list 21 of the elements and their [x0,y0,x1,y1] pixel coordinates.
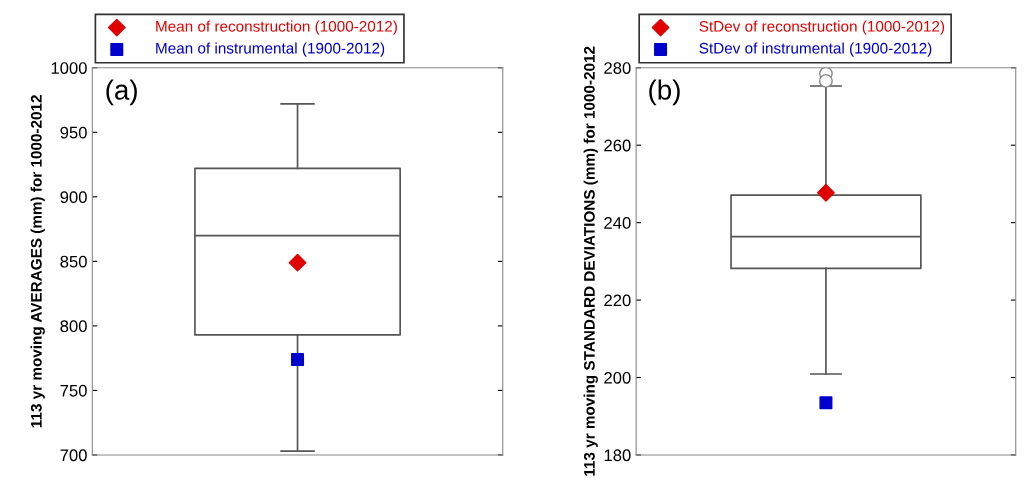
y-tick-label: 240 [604,217,631,229]
y-tick-label: 900 [60,191,87,204]
y-tick-label: 700 [60,449,87,462]
y-axis-title: 113 yr moving AVERAGES (mm) for 1000-2012 [30,95,45,428]
y-tick-label: 220 [604,294,631,307]
y-tick-label: 950 [60,126,87,139]
y-tick-label: 180 [604,449,631,462]
y-tick-label: 200 [604,371,631,384]
y-tick-label: 280 [604,62,631,74]
legend-label: Mean of reconstruction (1000-2012) [156,20,397,35]
annotation: (a) [106,79,137,106]
y-tick-label: 800 [60,320,87,333]
y-tick-label: 1000 [51,62,87,74]
y-tick-label: 750 [60,384,87,397]
annotation: (b) [649,79,680,106]
legend-label: StDev of reconstruction (1000-2012) [699,20,945,35]
legend-label: StDev of instrumental (1900-2012) [699,42,932,57]
y-tick-label: 260 [604,139,631,152]
y-axis-title: 113 yr moving STANDARD DEVIATIONS (mm) for 1000-2012 [583,46,598,476]
y-tick-label: 850 [60,255,87,268]
legend-label: Mean of instrumental (1900-2012) [156,42,385,57]
